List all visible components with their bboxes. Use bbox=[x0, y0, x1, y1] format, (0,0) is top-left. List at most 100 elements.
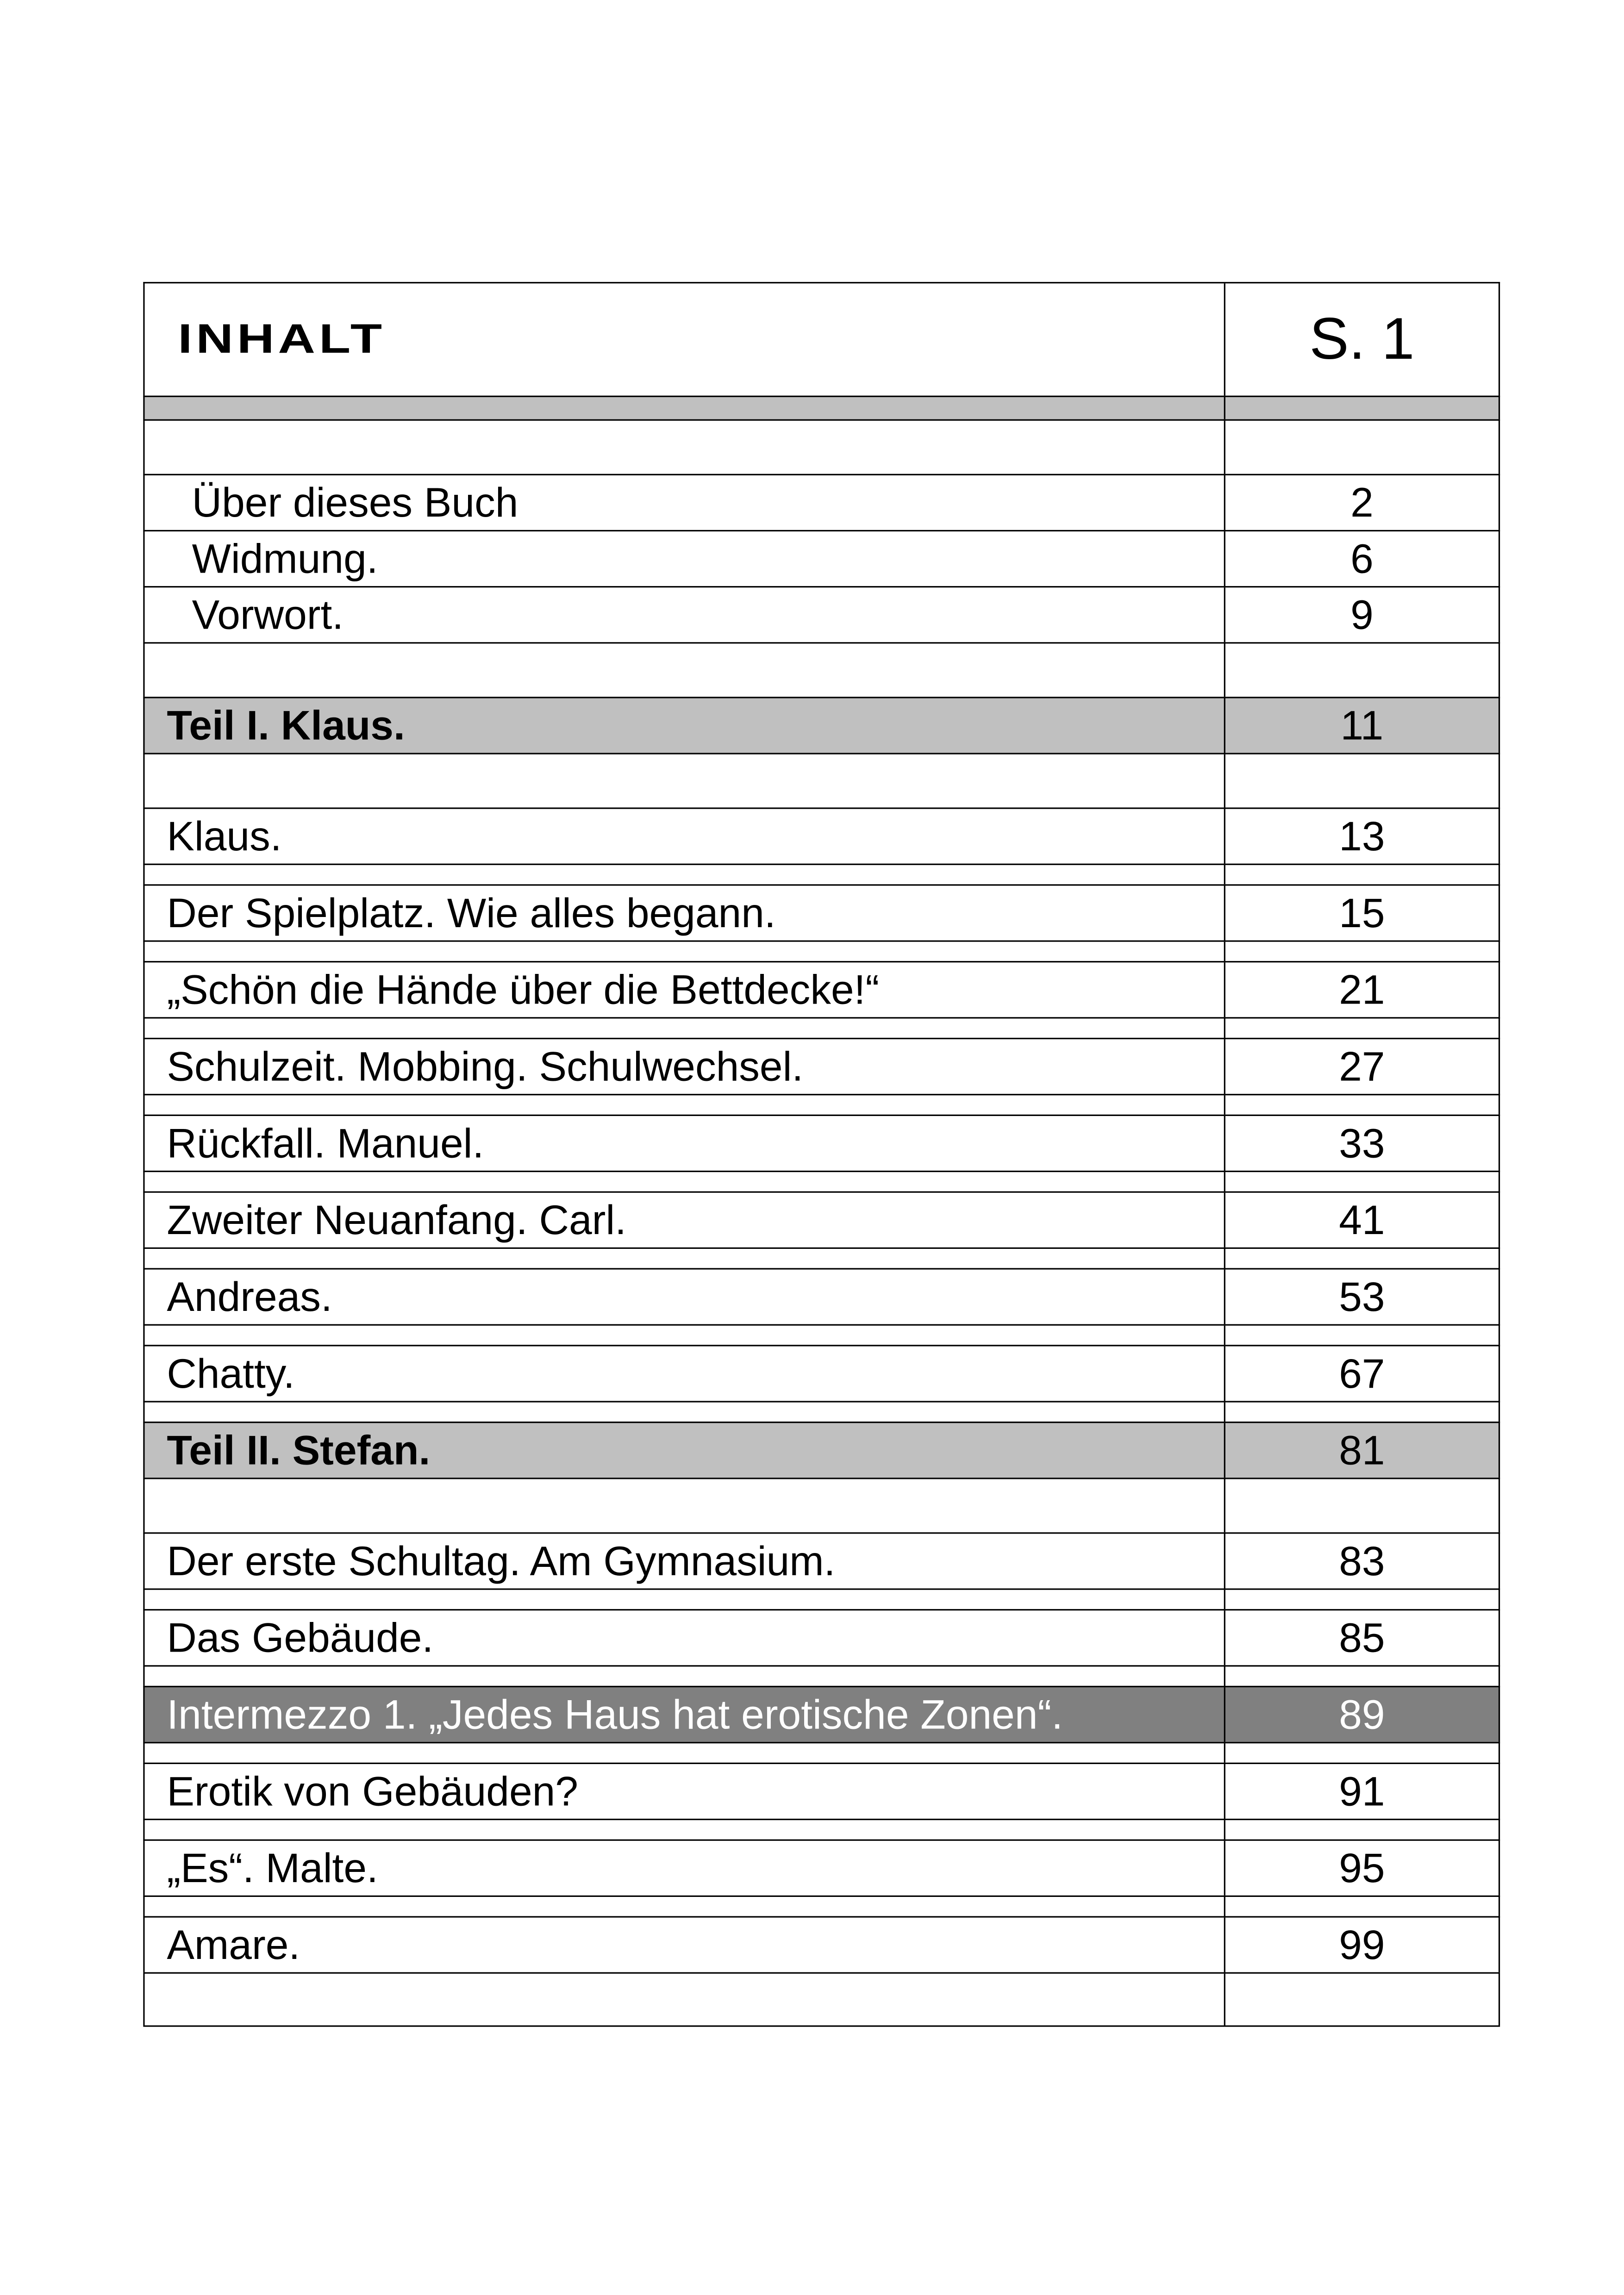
entry-title: Das Gebäude. bbox=[167, 1614, 434, 1660]
entry-title bbox=[145, 1479, 1224, 1532]
entry-title: Der erste Schultag. Am Gymnasium. bbox=[167, 1537, 836, 1584]
toc-gap-row bbox=[143, 1588, 1500, 1609]
entry-title bbox=[145, 942, 1224, 961]
toc-gap-row bbox=[143, 1818, 1500, 1840]
entry-title: Vorwort. bbox=[192, 591, 344, 637]
entry-title bbox=[145, 1743, 1224, 1762]
entry-title bbox=[145, 1326, 1224, 1345]
entry-title bbox=[145, 421, 1224, 474]
entry-page bbox=[1224, 1973, 1499, 2026]
entry-title: Teil II. Stefan. bbox=[167, 1427, 431, 1473]
toc-gap-row bbox=[143, 863, 1500, 885]
entry-title: Erotik von Gebäuden? bbox=[167, 1767, 578, 1814]
entry-title bbox=[145, 643, 1224, 697]
entry-page: 95 bbox=[1224, 1840, 1499, 1896]
toc-entry-part: Teil II. Stefan. 81 bbox=[143, 1422, 1500, 1478]
toc-strip-row bbox=[143, 395, 1500, 419]
toc-entry-part: Teil I. Klaus. 11 bbox=[143, 697, 1500, 753]
entry-page bbox=[1224, 1248, 1499, 1268]
toc-entry-chapter: Klaus. 13 bbox=[143, 807, 1500, 864]
entry-page bbox=[1224, 1479, 1499, 1533]
entry-page bbox=[1224, 1666, 1499, 1686]
entry-title: „Schön die Hände über die Bettdecke!“ bbox=[167, 966, 880, 1012]
toc-gap-row bbox=[143, 1742, 1500, 1763]
entry-title bbox=[145, 1666, 1224, 1685]
toc-gap-row bbox=[143, 1401, 1500, 1422]
entry-page: 6 bbox=[1224, 531, 1499, 586]
entry-page: 9 bbox=[1224, 587, 1499, 642]
entry-title: Klaus. bbox=[167, 812, 282, 859]
entry-title: Amare. bbox=[167, 1921, 300, 1967]
toc-gap-row bbox=[143, 1247, 1500, 1268]
entry-page bbox=[1224, 865, 1499, 885]
entry-page bbox=[1224, 1743, 1499, 1763]
entry-title bbox=[145, 1897, 1224, 1916]
entry-title: Über dieses Buch bbox=[192, 479, 518, 525]
entry-title: „Es“. Malte. bbox=[167, 1844, 378, 1890]
entry-title: Widmung. bbox=[192, 535, 378, 581]
toc-entry-chapter: „Schön die Hände über die Bettdecke!“ 21 bbox=[143, 961, 1500, 1017]
entry-title bbox=[145, 1249, 1224, 1268]
toc-entry-highlight: Intermezzo 1. „Jedes Haus hat erotische … bbox=[143, 1685, 1500, 1742]
toc-header-row: INHALT S. 1 bbox=[143, 282, 1500, 396]
toc-gap-row bbox=[143, 1895, 1500, 1916]
toc-gap-row bbox=[143, 1094, 1500, 1115]
entry-page: 27 bbox=[1224, 1039, 1499, 1094]
entry-title bbox=[145, 1095, 1224, 1114]
entry-title bbox=[145, 1820, 1224, 1839]
entry-title: Chatty. bbox=[167, 1350, 295, 1396]
toc-entry-chapter: Andreas. 53 bbox=[143, 1268, 1500, 1324]
toc-page-label: S. 1 bbox=[1224, 283, 1499, 396]
toc-entry-chapter: Der erste Schultag. Am Gymnasium. 83 bbox=[143, 1532, 1500, 1589]
toc-spacer-row bbox=[143, 1478, 1500, 1533]
toc-spacer-row bbox=[143, 642, 1500, 697]
entry-title: Der Spielplatz. Wie alles begann. bbox=[167, 889, 776, 935]
entry-title: Schulzeit. Mobbing. Schulwechsel. bbox=[167, 1043, 804, 1089]
entry-title: Intermezzo 1. „Jedes Haus hat erotische … bbox=[167, 1691, 1063, 1737]
entry-title: Teil I. Klaus. bbox=[167, 702, 405, 748]
toc-gap-row bbox=[143, 1324, 1500, 1345]
entry-page: 41 bbox=[1224, 1192, 1499, 1247]
toc-title: INHALT bbox=[178, 316, 386, 362]
toc-spacer-row bbox=[143, 419, 1500, 474]
toc-gap-row bbox=[143, 1665, 1500, 1686]
entry-title: Zweiter Neuanfang. Carl. bbox=[167, 1196, 627, 1242]
entry-title bbox=[145, 755, 1224, 808]
toc-entry-chapter: Schulzeit. Mobbing. Schulwechsel. 27 bbox=[143, 1037, 1500, 1094]
entry-page bbox=[1224, 1402, 1499, 1422]
toc-entry-chapter: Erotik von Gebäuden? 91 bbox=[143, 1762, 1500, 1819]
entry-page bbox=[1224, 1590, 1499, 1609]
entry-page bbox=[1224, 942, 1499, 961]
toc-entry-front: Vorwort. 9 bbox=[143, 586, 1500, 642]
entry-page: 99 bbox=[1224, 1917, 1499, 1972]
toc-entry-chapter: „Es“. Malte. 95 bbox=[143, 1839, 1500, 1896]
toc-gap-row bbox=[143, 940, 1500, 961]
entry-page bbox=[1224, 420, 1499, 474]
toc-gap-row bbox=[143, 1017, 1500, 1038]
entry-page: 53 bbox=[1224, 1269, 1499, 1324]
entry-page bbox=[1224, 1325, 1499, 1345]
entry-title: Rückfall. Manuel. bbox=[167, 1119, 484, 1166]
entry-page: 67 bbox=[1224, 1346, 1499, 1401]
entry-page bbox=[1224, 397, 1499, 419]
entry-page: 15 bbox=[1224, 886, 1499, 941]
entry-page: 11 bbox=[1224, 698, 1499, 753]
entry-page bbox=[1224, 1095, 1499, 1115]
entry-page bbox=[1224, 1820, 1499, 1840]
entry-title bbox=[145, 1590, 1224, 1609]
toc-spacer-row bbox=[143, 753, 1500, 808]
toc-gap-row bbox=[143, 1170, 1500, 1191]
entry-page: 33 bbox=[1224, 1116, 1499, 1171]
entry-title bbox=[145, 1974, 1224, 2026]
toc-entry-chapter: Zweiter Neuanfang. Carl. 41 bbox=[143, 1191, 1500, 1247]
entry-page: 21 bbox=[1224, 962, 1499, 1017]
entry-page bbox=[1224, 643, 1499, 697]
entry-page: 91 bbox=[1224, 1764, 1499, 1819]
entry-page: 2 bbox=[1224, 475, 1499, 530]
entry-page: 83 bbox=[1224, 1534, 1499, 1589]
entry-page: 81 bbox=[1224, 1423, 1499, 1478]
entry-page bbox=[1224, 754, 1499, 808]
entry-page bbox=[1224, 1018, 1499, 1038]
entry-page bbox=[1224, 1896, 1499, 1916]
